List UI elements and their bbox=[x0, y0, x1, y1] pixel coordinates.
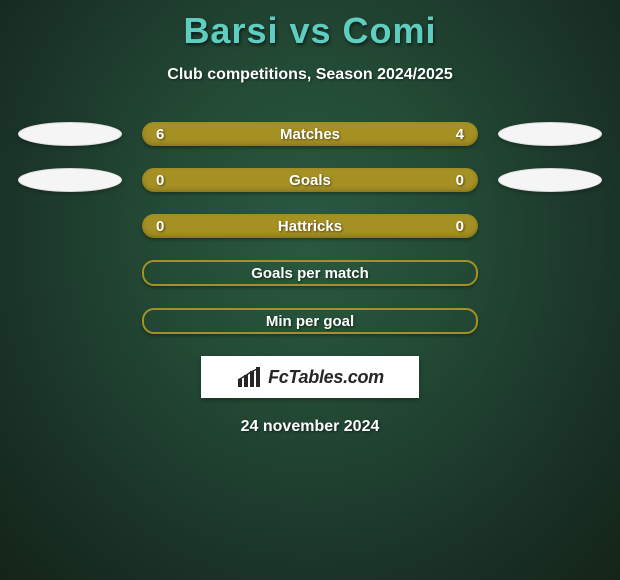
row-goals-per-match: Goals per match bbox=[0, 260, 620, 286]
right-spacer bbox=[498, 214, 602, 238]
row-hattricks: 0 Hattricks 0 bbox=[0, 214, 620, 238]
value-right: 0 bbox=[456, 172, 464, 189]
row-min-per-goal: Min per goal bbox=[0, 308, 620, 334]
left-marker bbox=[18, 122, 122, 146]
value-left: 6 bbox=[156, 126, 164, 143]
left-spacer bbox=[18, 309, 122, 333]
row-goals: 0 Goals 0 bbox=[0, 168, 620, 192]
bar-min-per-goal: Min per goal bbox=[142, 308, 478, 334]
row-matches: 6 Matches 4 bbox=[0, 122, 620, 146]
left-marker bbox=[18, 168, 122, 192]
page-title: Barsi vs Comi bbox=[0, 0, 620, 52]
bar-label: Goals bbox=[289, 172, 331, 189]
bar-hattricks: 0 Hattricks 0 bbox=[142, 214, 478, 238]
bar-goals: 0 Goals 0 bbox=[142, 168, 478, 192]
bar-label: Min per goal bbox=[266, 313, 354, 330]
value-left: 0 bbox=[156, 218, 164, 235]
comparison-rows: 6 Matches 4 0 Goals 0 0 Hattricks 0 Goal… bbox=[0, 122, 620, 334]
left-spacer bbox=[18, 261, 122, 285]
value-right: 0 bbox=[456, 218, 464, 235]
logo-text: FcTables.com bbox=[268, 367, 384, 388]
value-left: 0 bbox=[156, 172, 164, 189]
bar-matches: 6 Matches 4 bbox=[142, 122, 478, 146]
right-spacer bbox=[498, 261, 602, 285]
right-marker bbox=[498, 168, 602, 192]
bar-label: Hattricks bbox=[278, 218, 342, 235]
bar-label: Matches bbox=[280, 126, 340, 143]
date: 24 november 2024 bbox=[0, 418, 620, 436]
value-right: 4 bbox=[456, 126, 464, 143]
right-spacer bbox=[498, 309, 602, 333]
bar-label: Goals per match bbox=[251, 265, 369, 282]
right-marker bbox=[498, 122, 602, 146]
left-spacer bbox=[18, 214, 122, 238]
logo: FcTables.com bbox=[201, 356, 419, 398]
subtitle: Club competitions, Season 2024/2025 bbox=[0, 66, 620, 84]
chart-icon bbox=[236, 365, 264, 389]
bar-goals-per-match: Goals per match bbox=[142, 260, 478, 286]
